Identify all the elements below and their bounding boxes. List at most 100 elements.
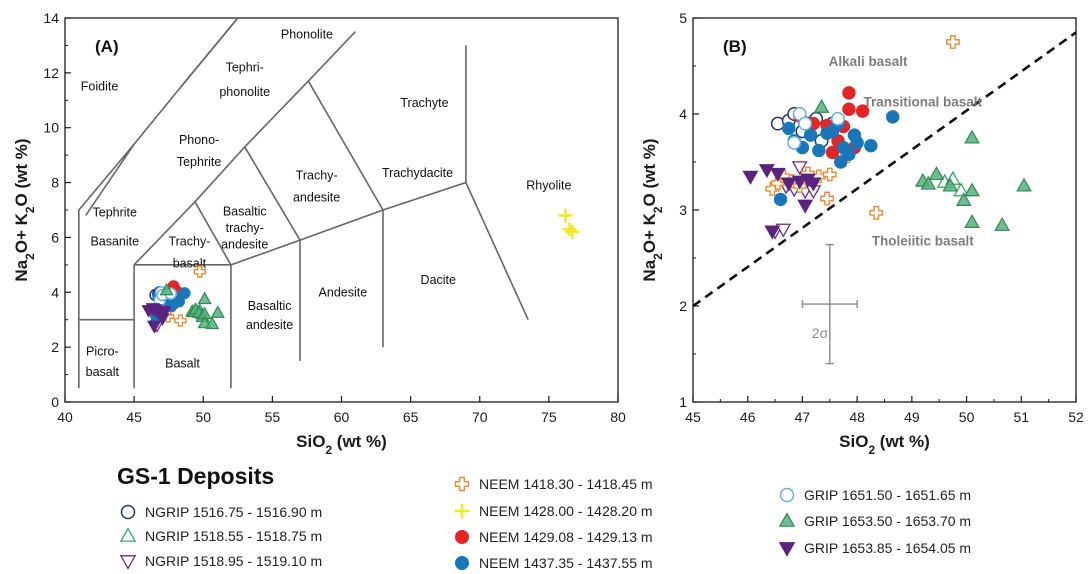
tas-boundary-line — [133, 31, 356, 389]
legend-marker — [779, 487, 795, 503]
tas-field-label: Phono- — [179, 133, 219, 147]
y-tick-label-b: 5 — [679, 10, 687, 26]
x-tick-label-a: 70 — [472, 409, 488, 425]
tas-field-label: phonolite — [219, 85, 270, 99]
data-point-a-series-9 — [155, 313, 170, 326]
tas-field-label: basalt — [86, 365, 120, 379]
legend-label: NEEM 1429.08 - 1429.13 m — [479, 529, 653, 545]
x-axis-title-a: SiO2 (wt %) — [296, 432, 387, 457]
x-tick-label-a: 55 — [265, 409, 281, 425]
data-point-b-series-3 — [945, 35, 960, 49]
y-tick-label-a: 12 — [43, 65, 59, 81]
legend-label: NEEM 1418.30 - 1418.45 m — [479, 476, 653, 492]
data-point-a-series-3 — [174, 314, 187, 327]
data-point-b-series-6 — [886, 110, 900, 124]
tas-field-label: Picro- — [86, 344, 119, 358]
y-tick-label-a: 4 — [51, 284, 59, 300]
data-point-b-series-8 — [994, 217, 1010, 231]
legend-title: GS-1 Deposits — [117, 463, 274, 489]
x-tick-label-a: 50 — [195, 409, 211, 425]
y-tick-label-b: 1 — [679, 394, 687, 410]
legend-label: NEEM 1437.35 - 1437.55 m — [479, 555, 653, 571]
legend-label: GRIP 1653.85 - 1654.05 m — [804, 540, 971, 556]
y-tick-label-b: 2 — [679, 298, 687, 314]
tas-field-label: Tephrite — [93, 206, 138, 220]
legend-marker — [119, 555, 137, 570]
legend-entry: GRIP 1653.85 - 1654.05 m — [778, 540, 971, 557]
data-point-a-series-8 — [159, 282, 174, 296]
data-point-b-series-6 — [834, 155, 848, 169]
y-tick-label-b: 3 — [679, 202, 687, 218]
tas-field-label: andesite — [221, 237, 268, 251]
tas-field-label: Basaltic — [248, 299, 292, 313]
x-tick-label-b: 52 — [1068, 409, 1084, 425]
tas-field-label: Trachyte — [400, 96, 448, 110]
y-tick-label-a: 8 — [51, 175, 59, 191]
data-point-b-series-6 — [812, 143, 826, 158]
y-tick-label-a: 2 — [51, 339, 59, 355]
plot-frame-b — [692, 17, 1077, 403]
tas-field-label: andesite — [293, 191, 340, 205]
legend-label: GRIP 1651.50 - 1651.65 m — [804, 487, 971, 503]
data-point-b-series-6 — [850, 136, 864, 150]
data-point-b-series-8 — [964, 214, 980, 229]
legend-marker — [455, 556, 469, 570]
tas-field-label: Basaltic — [223, 204, 267, 218]
data-point-a-series-4 — [558, 208, 573, 223]
tas-boundary-line — [194, 201, 232, 266]
data-point-b-series-6 — [842, 147, 856, 162]
tas-boundary-line — [382, 45, 467, 211]
data-point-b-series-6 — [782, 121, 796, 136]
data-point-b-series-8 — [964, 182, 980, 197]
tas-field-label: Basalt — [165, 357, 200, 371]
data-point-b-series-7 — [787, 135, 802, 150]
data-point-b-series-8 — [955, 192, 972, 206]
data-point-b-series-7 — [798, 116, 813, 131]
y-tick-label-a: 6 — [51, 229, 59, 245]
data-point-b-series-8 — [920, 175, 937, 190]
tas-boundary-line — [78, 17, 239, 389]
error-bar-2sigma: 2σ — [801, 243, 858, 365]
basalt-field-label: Transitional basalt — [864, 95, 983, 110]
data-point-b-series-2 — [775, 223, 792, 238]
tas-boundary-line — [180, 17, 239, 88]
data-point-b-series-9 — [742, 170, 759, 185]
x-axis-title-b: SiO2 (wt %) — [839, 432, 930, 457]
tas-boundary-line — [244, 146, 301, 241]
data-point-b-series-9 — [764, 225, 781, 240]
tas-field-label: Trachy- — [296, 169, 338, 183]
x-tick-label-b: 51 — [1013, 409, 1029, 425]
tas-boundary-line — [465, 182, 529, 321]
legend-entry: NGRIP 1518.95 - 1519.10 m — [119, 553, 322, 570]
x-tick-label-a: 75 — [541, 409, 557, 425]
data-point-b-series-8 — [942, 177, 959, 192]
tas-field-label: Basanite — [90, 235, 139, 249]
data-point-b-series-3 — [869, 205, 884, 220]
basalt-field-label: Tholeiitic basalt — [872, 234, 975, 249]
tas-field-label: Trachydacite — [382, 166, 453, 180]
x-tick-label-b: 50 — [959, 409, 975, 425]
data-point-a-series-9 — [147, 320, 162, 334]
error-bar-label: 2σ — [812, 325, 829, 341]
legend-entry: NEEM 1429.08 - 1429.13 m — [455, 529, 653, 545]
x-tick-label-b: 46 — [740, 409, 756, 425]
tas-boundary-line — [307, 80, 384, 211]
legend-marker — [454, 476, 470, 492]
panel-a: 40 45 50 55 60 65 70 75 80 0 2 4 6 8 10 12 14 SiO2 (wt %)… — [12, 10, 626, 457]
legend-entry: NEEM 1418.30 - 1418.45 m — [454, 476, 653, 492]
data-point-b-series-3 — [770, 176, 785, 191]
legend-entry: NEEM 1437.35 - 1437.55 m — [455, 555, 653, 571]
y-tick-label-a: 0 — [51, 394, 59, 410]
legend-marker — [455, 530, 469, 544]
data-point-b-series-5 — [842, 86, 856, 100]
legend-marker — [120, 504, 136, 520]
y-axis-title-b: Na2O+ K2O (wt %) — [640, 138, 665, 281]
data-point-b-series-9 — [758, 164, 775, 179]
data-point-b-series-9 — [797, 199, 814, 214]
data-point-b-series-6 — [803, 128, 818, 142]
data-point-b-series-3 — [820, 191, 834, 206]
tas-field-label: Tephrite — [177, 155, 222, 169]
tas-boundary-line — [299, 208, 384, 348]
tas-boundary-line — [85, 143, 135, 216]
legend-entry: NGRIP 1516.75 - 1516.90 m — [120, 504, 322, 520]
